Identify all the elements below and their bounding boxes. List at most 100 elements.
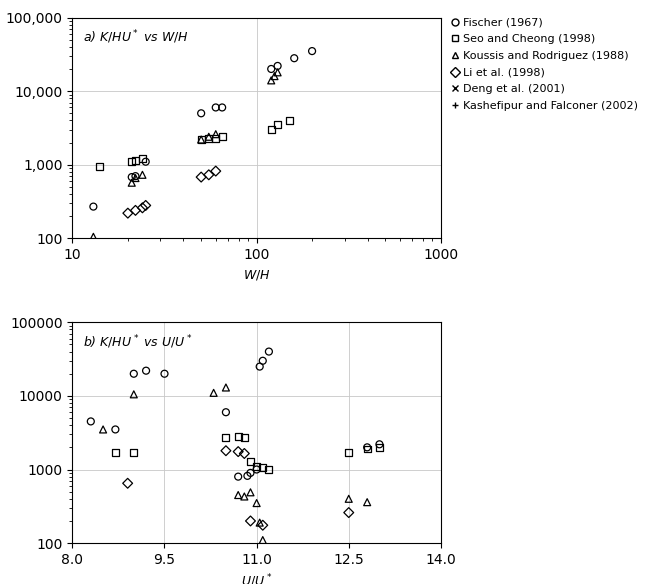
Point — [362, 443, 372, 452]
Point — [264, 465, 274, 474]
Text: a) $K/HU^*$ vs $W/H$: a) $K/HU^*$ vs $W/H$ — [84, 29, 189, 46]
Kashefipur and Falconer (2002) — [272, 157, 283, 166]
Point — [257, 520, 268, 530]
Point — [251, 462, 262, 471]
Seo and Cheong (1998) — [94, 162, 105, 171]
Li et al. (1998) — [203, 170, 214, 179]
Li et al. (1998) — [130, 206, 141, 215]
Fischer (1967) — [126, 172, 137, 182]
Koussis and Rodriguez (1988) — [266, 76, 276, 85]
Point — [220, 446, 231, 456]
X-axis label: $W/H$: $W/H$ — [243, 267, 270, 281]
Li et al. (1998) — [137, 203, 147, 213]
Point — [98, 468, 109, 478]
X-axis label: $U/U^*$: $U/U^*$ — [241, 572, 272, 584]
Point — [239, 468, 249, 478]
Point — [245, 468, 256, 478]
Deng et al. (2001) — [126, 158, 137, 168]
Point — [374, 440, 385, 449]
Li et al. (1998) — [140, 201, 151, 210]
Deng et al. (2001) — [196, 135, 207, 144]
Seo and Cheong (1998) — [126, 157, 137, 166]
Point — [233, 434, 243, 444]
Fischer (1967) — [289, 54, 299, 63]
Point — [98, 425, 109, 434]
Point — [343, 494, 354, 503]
Seo and Cheong (1998) — [211, 134, 221, 143]
Point — [233, 447, 243, 456]
Point — [220, 408, 231, 417]
Fischer (1967) — [272, 61, 283, 71]
Point — [343, 508, 354, 517]
Point — [233, 432, 243, 442]
Fischer (1967) — [140, 157, 151, 166]
Point — [220, 383, 231, 392]
Point — [128, 390, 139, 399]
Koussis and Rodriguez (1988) — [196, 135, 207, 144]
Point — [257, 458, 268, 467]
Point — [220, 462, 231, 471]
Koussis and Rodriguez (1988) — [137, 170, 147, 179]
Deng et al. (2001) — [211, 132, 221, 141]
Point — [362, 498, 372, 507]
Fischer (1967) — [307, 46, 317, 55]
Point — [245, 473, 256, 482]
Kashefipur and Falconer (2002) — [284, 154, 294, 164]
Point — [245, 460, 256, 470]
Koussis and Rodriguez (1988) — [203, 132, 214, 141]
Kashefipur and Falconer (2002) — [88, 148, 99, 158]
Point — [257, 536, 268, 545]
Point — [128, 448, 139, 457]
Text: b) $K/HU^*$ vs $U/U^*$: b) $K/HU^*$ vs $U/U^*$ — [84, 333, 193, 351]
Deng et al. (2001) — [130, 157, 141, 166]
Point — [239, 492, 249, 501]
Seo and Cheong (1998) — [196, 135, 207, 144]
Point — [110, 450, 120, 459]
Point — [239, 449, 249, 458]
Seo and Cheong (1998) — [266, 125, 276, 134]
Point — [251, 459, 262, 468]
Point — [242, 471, 253, 481]
Deng et al. (2001) — [75, 167, 86, 176]
Seo and Cheong (1998) — [130, 155, 141, 165]
Y-axis label: $K/HU^*$: $K/HU^*$ — [0, 413, 5, 453]
Li et al. (1998) — [196, 172, 207, 182]
Fischer (1967) — [130, 172, 141, 181]
Kashefipur and Falconer (2002) — [266, 158, 276, 168]
Point — [257, 463, 268, 472]
Point — [159, 369, 170, 378]
Point — [245, 457, 256, 466]
Point — [251, 465, 262, 474]
Fischer (1967) — [217, 103, 228, 112]
Point — [374, 443, 385, 452]
Kashefipur and Falconer (2002) — [196, 153, 207, 162]
Point — [257, 471, 268, 481]
Point — [233, 472, 243, 481]
Point — [220, 436, 231, 445]
Point — [362, 444, 372, 454]
Point — [255, 362, 265, 371]
Kashefipur and Falconer (2002) — [203, 152, 214, 161]
Point — [110, 448, 120, 457]
Point — [86, 470, 96, 479]
Point — [110, 425, 120, 434]
Koussis and Rodriguez (1988) — [88, 232, 99, 241]
Seo and Cheong (1998) — [203, 134, 214, 143]
Point — [362, 452, 372, 461]
Point — [128, 369, 139, 378]
Koussis and Rodriguez (1988) — [126, 178, 137, 187]
Fischer (1967) — [88, 202, 99, 211]
Deng et al. (2001) — [137, 155, 147, 165]
Point — [257, 356, 268, 366]
Point — [233, 491, 243, 500]
Point — [233, 462, 243, 471]
Fischer (1967) — [211, 103, 221, 112]
Fischer (1967) — [196, 109, 207, 118]
Point — [209, 463, 219, 472]
Point — [245, 488, 256, 497]
Koussis and Rodriguez (1988) — [211, 130, 221, 139]
Point — [220, 433, 231, 443]
Seo and Cheong (1998) — [217, 132, 228, 141]
Fischer (1967) — [266, 64, 276, 74]
Point — [209, 388, 219, 398]
